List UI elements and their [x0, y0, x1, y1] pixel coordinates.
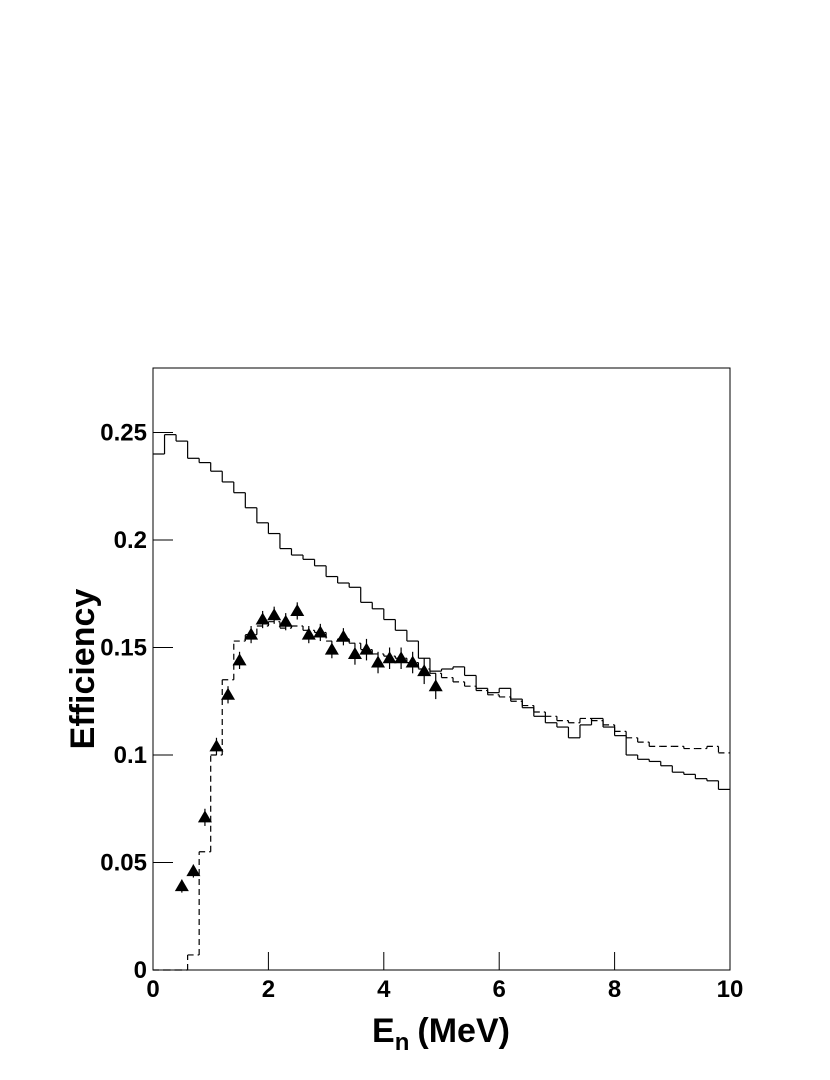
data-point [209, 739, 224, 752]
x-axis-label-unit: (MeV) [417, 1012, 510, 1050]
data-point [186, 864, 201, 877]
data-point [267, 608, 282, 621]
plot-frame [152, 367, 731, 971]
data-point [232, 653, 247, 666]
x-axis-label-main: E [372, 1012, 395, 1050]
data-point [197, 810, 212, 823]
x-tick-label: 4 [377, 976, 391, 1003]
x-tick-label: 2 [262, 976, 275, 1003]
data-point [255, 612, 270, 625]
y-tick-label: 0.25 [100, 420, 147, 447]
data-point [371, 655, 386, 668]
x-tick-label: 6 [493, 976, 506, 1003]
data-point [221, 687, 236, 700]
y-tick-label: 0.1 [114, 742, 147, 769]
data-point [244, 627, 259, 640]
y-tick-label: 0.2 [114, 527, 147, 554]
data-point [301, 627, 316, 640]
data-point [347, 646, 362, 659]
data-point [428, 679, 443, 692]
data-point [417, 664, 432, 677]
data-point [359, 642, 374, 655]
data-point [174, 879, 189, 892]
x-axis-label: En (MeV) [372, 1012, 510, 1056]
data-point [382, 651, 397, 664]
data-point [394, 651, 409, 664]
x-tick-label: 10 [717, 976, 744, 1003]
x-axis-label-subscript: n [395, 1029, 410, 1056]
y-tick-label: 0.15 [100, 635, 147, 662]
data-point [313, 625, 328, 638]
data-point [336, 629, 351, 642]
x-tick-label: 0 [146, 976, 159, 1003]
y-tick-label: 0.05 [100, 850, 147, 877]
x-tick-label: 8 [608, 976, 621, 1003]
data-point [324, 642, 339, 655]
y-axis-label: Efficiency [64, 589, 102, 750]
y-tick-label: 0 [134, 957, 147, 984]
data-point [405, 655, 420, 668]
data-point [278, 614, 293, 627]
data-point [290, 603, 305, 616]
